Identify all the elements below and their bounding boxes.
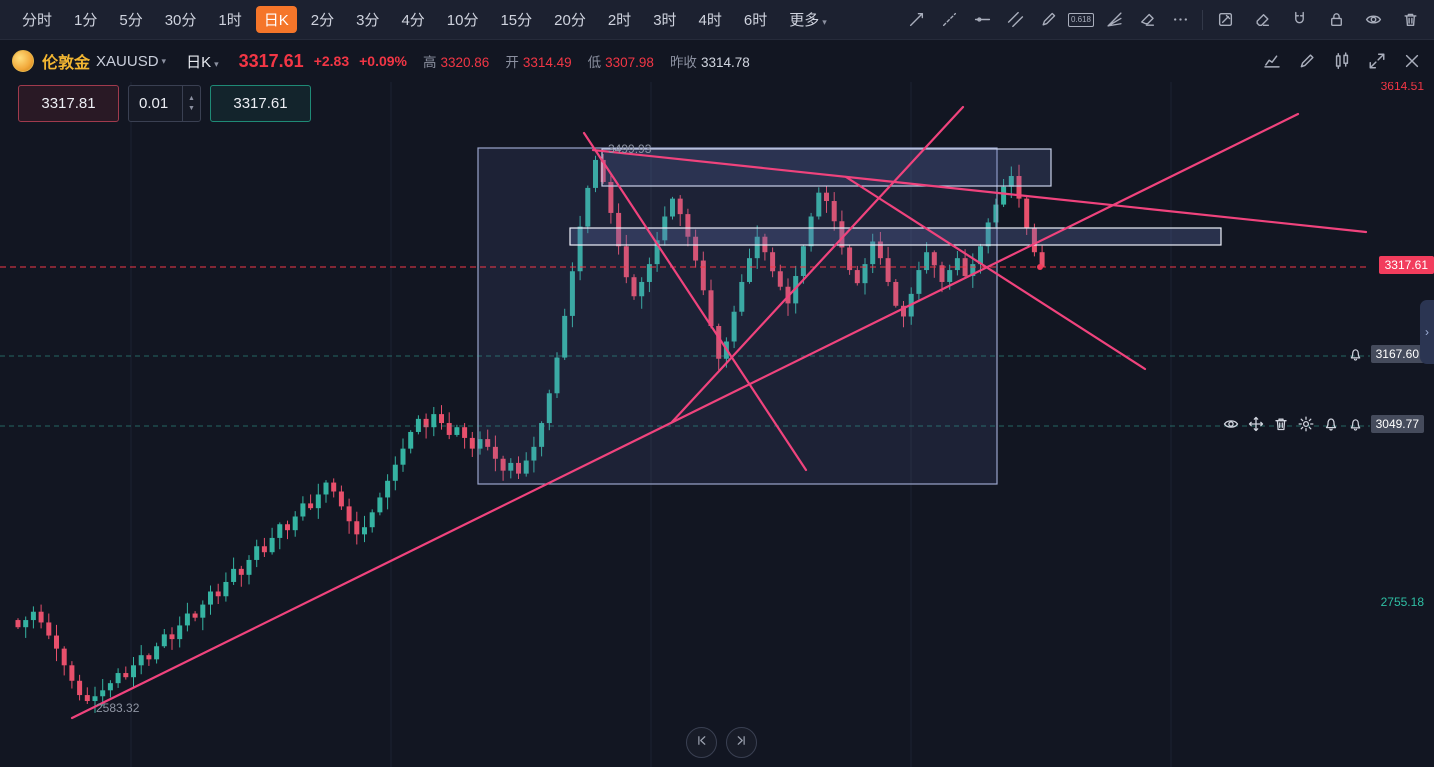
price-change-percent: +0.09%: [359, 53, 407, 69]
horizontal-line-icon[interactable]: [972, 10, 992, 30]
channel-icon[interactable]: [1005, 10, 1025, 30]
last-price: 3317.61: [238, 50, 304, 71]
timeframe-list: 分时 1分 5分 30分 1时 日K 2分 3分 4分 10分 15分 20分 2时 3时 4时 6时: [14, 6, 781, 33]
eye-icon[interactable]: [1363, 10, 1383, 30]
more-label: 更多: [789, 12, 820, 29]
move-icon[interactable]: [1248, 416, 1265, 433]
timeframe-2时[interactable]: 2时: [607, 12, 632, 29]
timeframe-3分[interactable]: 3分: [356, 12, 380, 29]
high-value: 3320.86: [440, 55, 490, 70]
step-down-icon: ▼: [188, 104, 195, 112]
open-value: 3314.49: [522, 55, 572, 70]
timeframe-6时[interactable]: 6时: [743, 12, 768, 29]
svg-text:2583.32: 2583.32: [96, 701, 140, 715]
quantity-input[interactable]: 0.01 ▲ ▼: [128, 85, 201, 122]
axis-price-label: 2755.18: [1380, 595, 1424, 609]
indicator-chart-icon[interactable]: [1262, 51, 1282, 71]
magnet-icon[interactable]: [1289, 10, 1309, 30]
go-last-button[interactable]: [726, 727, 757, 758]
axis-price-label: 3167.60: [1370, 345, 1424, 363]
expand-icon[interactable]: [1367, 51, 1387, 71]
svg-text:3499.93: 3499.93: [608, 142, 652, 156]
chart-action-toolbar: [1262, 51, 1422, 71]
candles-icon[interactable]: [1332, 51, 1352, 71]
timeframe-30分[interactable]: 30分: [164, 12, 197, 29]
timeframe-15分[interactable]: 15分: [500, 12, 533, 29]
note-icon[interactable]: [1215, 10, 1235, 30]
timeframe-分时[interactable]: 分时: [22, 12, 53, 29]
axis-item-3614.51: 3614.51: [1381, 79, 1424, 93]
axis-item-3317.61: 3317.61: [1378, 256, 1434, 274]
clear-drawings-icon[interactable]: [1252, 10, 1272, 30]
ray-icon[interactable]: [939, 10, 959, 30]
order-panel: 3317.81 0.01 ▲ ▼ 3317.61: [18, 85, 311, 122]
timeframe-2分[interactable]: 2分: [310, 12, 335, 29]
trash-icon[interactable]: [1400, 10, 1420, 30]
lock-icon[interactable]: [1326, 10, 1346, 30]
fan-icon[interactable]: [1104, 10, 1124, 30]
coin-icon: [12, 50, 34, 72]
step-up-icon: ▲: [188, 94, 195, 102]
axis-item-3049.77: 3049.77: [1223, 415, 1424, 433]
fib-icon[interactable]: 0.618: [1067, 10, 1095, 30]
skip-to-start-icon: [694, 733, 709, 753]
timeframe-4时[interactable]: 4时: [698, 12, 722, 29]
timeframe-1时[interactable]: 1时: [218, 12, 242, 29]
low-value: 3307.98: [605, 55, 654, 70]
quantity-value: 0.01: [139, 95, 169, 112]
low-field: 低 3307.98: [587, 55, 654, 70]
timeframe-5分[interactable]: 5分: [119, 12, 143, 29]
price-change: +2.83: [313, 53, 350, 69]
go-first-button[interactable]: [686, 727, 717, 758]
chevron-down-icon: ▾: [822, 17, 827, 27]
more-timeframes-button[interactable]: 更多 ▾: [781, 6, 835, 33]
prev-close-value: 3314.78: [700, 55, 750, 70]
axis-price-label: 3049.77: [1370, 415, 1424, 433]
eraser-icon[interactable]: [1137, 10, 1157, 30]
drawing-toolbar: 0.618: [906, 10, 1190, 30]
eye-icon[interactable]: [1223, 416, 1240, 433]
period-chevron-down-icon: ▾: [214, 58, 219, 69]
trash-icon[interactable]: [1273, 416, 1290, 433]
period-selector[interactable]: 日K ▾: [186, 53, 219, 71]
skip-to-end-icon: [734, 733, 749, 753]
bell-icon: [1348, 417, 1363, 432]
bell-icon: [1348, 347, 1363, 362]
bell-icon[interactable]: [1323, 416, 1340, 433]
timeframe-20分[interactable]: 20分: [554, 12, 586, 29]
prev-close-field: 昨收 3314.78: [669, 55, 750, 70]
toolbar-separator: [1202, 9, 1203, 30]
quantity-stepper[interactable]: ▲ ▼: [182, 86, 200, 121]
timeframe-4分[interactable]: 4分: [401, 12, 425, 29]
sell-price-button[interactable]: 3317.81: [18, 85, 119, 122]
high-field: 高 3320.86: [423, 55, 490, 70]
timeframe-日K[interactable]: 日K: [255, 6, 297, 33]
axis-item-2755.18: 2755.18: [1381, 595, 1424, 609]
timeframe-3时[interactable]: 3时: [653, 12, 677, 29]
price-axis: 3614.51 3317.61 3167.60 3049.77 2755.18: [1214, 79, 1434, 767]
close-icon[interactable]: [1402, 51, 1422, 71]
edit-pencil-icon[interactable]: [1297, 51, 1317, 71]
symbol-code[interactable]: XAUUSD: [96, 52, 159, 70]
more-dots-icon[interactable]: [1170, 10, 1190, 30]
axis-price-label: 3614.51: [1380, 79, 1424, 93]
symbol-chevron-down-icon[interactable]: ▾: [161, 55, 167, 66]
trend-line-icon[interactable]: [906, 10, 926, 30]
timeframe-10分[interactable]: 10分: [446, 12, 479, 29]
open-field: 开 3314.49: [505, 55, 572, 70]
axis-price-label: 3317.61: [1378, 256, 1434, 274]
timeframe-1分[interactable]: 1分: [74, 12, 98, 29]
axis-item-3167.60: 3167.60: [1348, 345, 1424, 363]
gear-icon[interactable]: [1298, 416, 1315, 433]
toolbar-right-tools: [1215, 10, 1420, 30]
symbol-name[interactable]: 伦敦金: [42, 55, 91, 72]
buy-price-button[interactable]: 3317.61: [210, 85, 311, 122]
brush-icon[interactable]: [1038, 10, 1058, 30]
side-panel-expander[interactable]: ›: [1420, 300, 1434, 364]
top-toolbar: 分时 1分 5分 30分 1时 日K 2分 3分 4分 10分 15分 20分 2时 3时 4时 6时 更多 ▾…: [0, 0, 1434, 40]
